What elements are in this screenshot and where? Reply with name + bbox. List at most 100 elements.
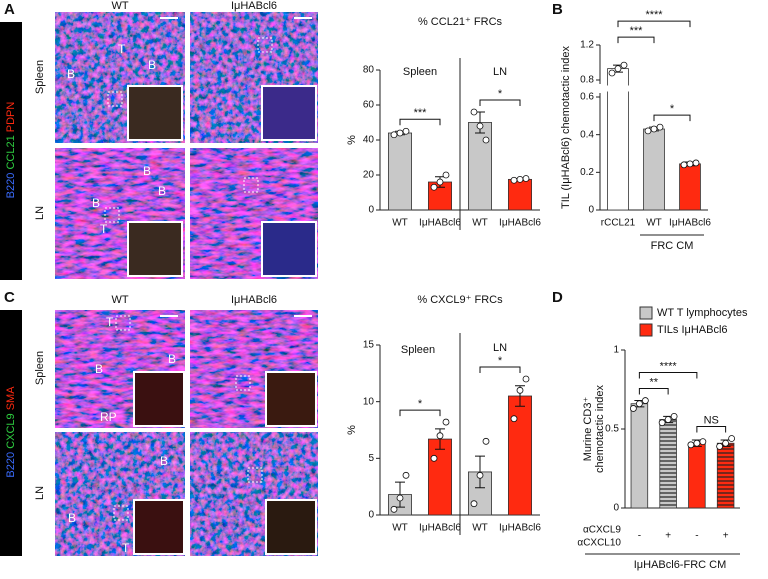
data-point <box>390 131 398 139</box>
x-tick-label: WT <box>392 523 408 534</box>
region-label: RP <box>100 410 117 424</box>
data-point <box>390 505 398 513</box>
panel-letter: A <box>4 1 15 18</box>
region-label: B <box>158 184 166 198</box>
bar <box>507 395 532 516</box>
bar <box>688 442 706 509</box>
bar <box>467 122 492 211</box>
significance-label: *** <box>630 25 644 37</box>
legend-swatch <box>639 306 653 320</box>
significance-bracket <box>653 114 691 122</box>
stain-strip <box>0 22 22 280</box>
y-tick-label: 0.8 <box>580 75 594 86</box>
significance-label: **** <box>660 360 678 372</box>
y-axis-label: chemotactic index <box>594 384 606 473</box>
bar <box>679 163 701 211</box>
significance-bracket <box>696 425 727 433</box>
treatment-sign: + <box>723 531 729 542</box>
data-point <box>608 69 616 77</box>
data-point <box>641 397 649 404</box>
y-tick-label: 10 <box>363 396 375 407</box>
y-axis-label: TIL (IμHABcl6) chemotactic index <box>560 45 572 209</box>
group-label: IμHABcl6-FRC CM <box>634 559 727 571</box>
significance-label: * <box>670 103 675 115</box>
region-label: T <box>106 315 114 329</box>
region-label: B <box>95 362 103 376</box>
region-label: B <box>92 196 100 210</box>
data-point <box>510 176 518 184</box>
column-label: WT <box>111 294 128 306</box>
x-tick-label: WT <box>472 523 488 534</box>
column-label: IμHABcl6 <box>231 294 277 306</box>
group-label: LN <box>493 342 507 354</box>
data-point <box>635 400 643 408</box>
significance-label: * <box>418 398 423 410</box>
region-label: B <box>143 164 151 178</box>
data-point <box>482 437 490 445</box>
data-point <box>656 123 664 131</box>
region-label: T <box>122 541 130 555</box>
column-label: IμHABcl6 <box>231 0 277 12</box>
significance-bracket <box>638 388 669 395</box>
data-point <box>716 442 724 450</box>
x-tick-label: rCCL21 <box>601 218 636 229</box>
region-label: T <box>100 222 108 236</box>
y-tick-label: 5 <box>368 453 374 464</box>
data-point <box>402 471 410 479</box>
bar <box>630 403 649 509</box>
significance-bracket <box>617 20 691 28</box>
data-point <box>664 416 672 423</box>
y-tick-label: 0.6 <box>580 92 594 103</box>
data-point <box>476 122 484 130</box>
x-tick-label: WT <box>646 218 662 229</box>
chart-title: % CCL21⁺ FRCs <box>418 16 503 28</box>
hatch <box>659 419 677 508</box>
data-point <box>516 386 524 394</box>
significance-label: *** <box>414 107 428 119</box>
data-point <box>436 178 444 186</box>
y-tick-label: 0 <box>613 503 619 514</box>
x-tick-label: IμHABcl6 <box>419 218 461 229</box>
bar <box>507 178 532 211</box>
group-label: Spleen <box>401 344 435 356</box>
data-point <box>482 136 490 144</box>
data-point <box>436 432 444 440</box>
data-point <box>396 129 404 137</box>
row-label: LN <box>34 486 46 500</box>
significance-label: NS <box>704 414 719 426</box>
axis-break <box>594 85 702 92</box>
micrographs-a <box>55 12 318 279</box>
data-point <box>510 415 518 423</box>
column-label: WT <box>111 0 128 12</box>
data-point <box>686 160 694 168</box>
region-label: B <box>168 352 176 366</box>
panel-letter: C <box>4 289 15 306</box>
significance-bracket <box>638 372 698 379</box>
y-tick-label: 0 <box>368 205 374 216</box>
x-tick-label: IμHABcl6 <box>419 523 461 534</box>
significance-bracket <box>399 118 441 126</box>
group-label: LN <box>493 66 507 78</box>
stain-label: B220 CXCL9 SMA <box>5 386 17 478</box>
data-point <box>430 454 438 462</box>
treatment-label: αCXCL10 <box>577 538 621 549</box>
x-tick-label: IμHABcl6 <box>669 218 711 229</box>
data-point <box>650 125 658 133</box>
data-point <box>644 127 652 135</box>
bar <box>387 132 412 211</box>
data-point <box>692 159 700 167</box>
region-label: T <box>118 42 126 56</box>
bar <box>643 128 665 211</box>
region-label: B <box>68 511 76 525</box>
y-tick-label: 0 <box>588 205 594 216</box>
y-axis-label: % <box>346 135 358 145</box>
data-point <box>430 183 438 191</box>
group-label: FRC CM <box>651 240 694 252</box>
significance-label: * <box>498 88 503 100</box>
data-point <box>620 61 628 69</box>
data-point <box>693 439 701 447</box>
y-tick-label: 20 <box>363 170 375 181</box>
significance-label: * <box>498 355 503 367</box>
y-tick-label: 1.2 <box>580 40 594 51</box>
